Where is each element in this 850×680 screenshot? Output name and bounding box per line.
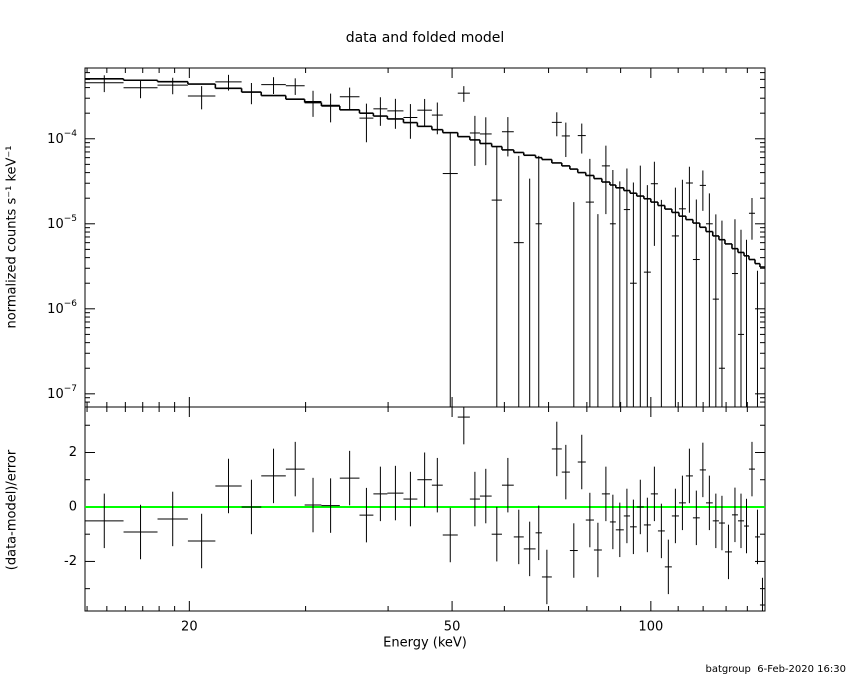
y-tick-base: 10 bbox=[47, 131, 64, 146]
y-tick-exponent: −6 bbox=[64, 298, 78, 308]
y-tick-label: 10−5 bbox=[47, 213, 77, 231]
y-tick-label: 10−6 bbox=[47, 298, 77, 316]
y-tick-base: 10 bbox=[47, 301, 64, 316]
y2-axis-label: (data-model)/error bbox=[5, 449, 20, 570]
y-axis-label: normalized counts s⁻¹ keV⁻¹ bbox=[5, 146, 20, 329]
x-tick-label: 20 bbox=[181, 620, 198, 635]
footer: batgroup 6-Feb-2020 16:30 bbox=[705, 664, 846, 675]
bottom-frame bbox=[84, 406, 766, 612]
x-tick-label: 100 bbox=[638, 620, 663, 635]
y-tick-base: 10 bbox=[47, 386, 64, 401]
y2-tick-label: 0 bbox=[69, 499, 77, 514]
y2-tick-label: -2 bbox=[64, 554, 77, 569]
y-tick-exponent: −4 bbox=[64, 128, 78, 138]
y-tick-base: 10 bbox=[47, 216, 64, 231]
y-tick-label: 10−4 bbox=[47, 128, 77, 146]
y-tick-label: 10−7 bbox=[47, 383, 77, 401]
x-tick-label: 50 bbox=[444, 620, 461, 635]
x-axis-label: Energy (keV) bbox=[383, 636, 467, 651]
y-tick-exponent: −7 bbox=[64, 383, 77, 393]
y-tick-exponent: −5 bbox=[64, 213, 77, 223]
y2-tick-label: 2 bbox=[69, 445, 77, 460]
chart-title: data and folded model bbox=[346, 30, 505, 46]
